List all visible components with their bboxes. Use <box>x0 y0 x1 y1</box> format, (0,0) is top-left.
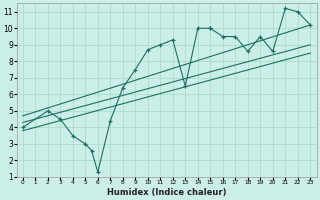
X-axis label: Humidex (Indice chaleur): Humidex (Indice chaleur) <box>107 188 226 197</box>
